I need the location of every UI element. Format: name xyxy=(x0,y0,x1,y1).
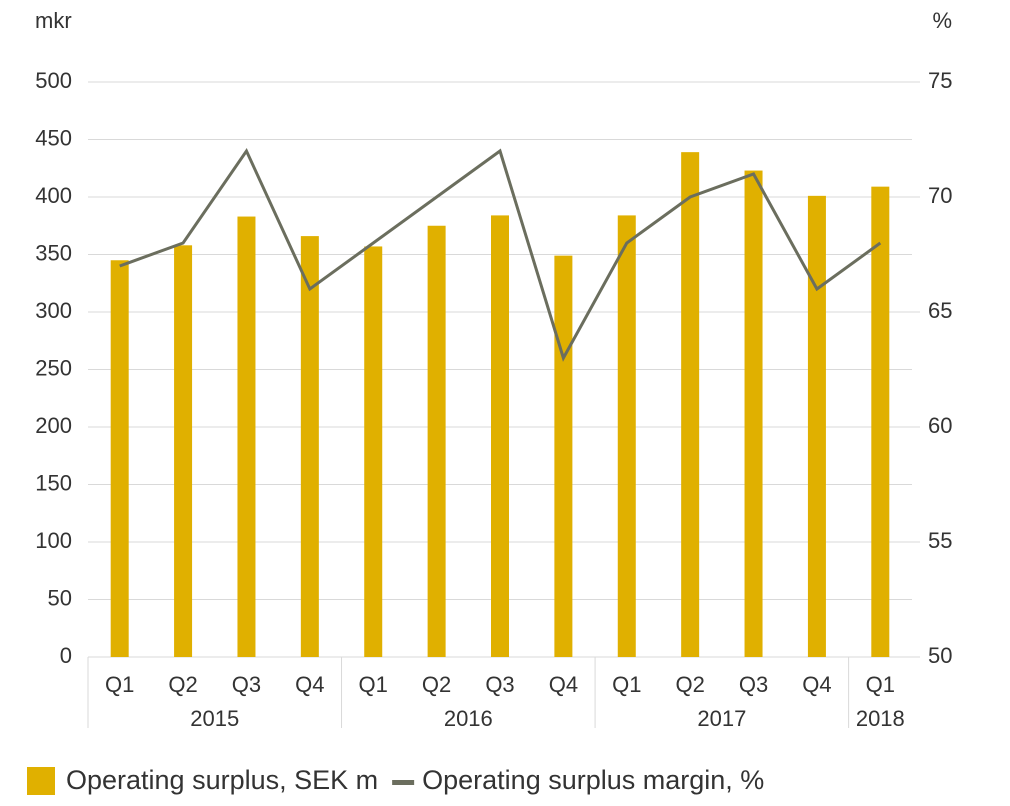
x-tick-label: Q2 xyxy=(675,672,704,697)
y2-tick-label: 50 xyxy=(928,643,952,668)
x-tick-label: Q4 xyxy=(549,672,578,697)
y-unit: mkr xyxy=(35,8,72,33)
x-tick-label: Q3 xyxy=(232,672,261,697)
bar xyxy=(744,170,763,658)
y-tick-label: 300 xyxy=(35,298,72,323)
x-tick-label: Q3 xyxy=(485,672,514,697)
x-tick-label: Q1 xyxy=(359,672,388,697)
y2-tick-label: 75 xyxy=(928,68,952,93)
x-tick-label: Q2 xyxy=(168,672,197,697)
y-tick-label: 500 xyxy=(35,68,72,93)
bar xyxy=(807,195,826,657)
legend-swatch xyxy=(392,780,415,785)
bar xyxy=(554,255,573,657)
bar xyxy=(174,245,193,658)
y-tick-label: 100 xyxy=(35,528,72,553)
bar xyxy=(237,216,256,658)
bar xyxy=(681,152,700,657)
x-tick-label: Q1 xyxy=(866,672,895,697)
y2-unit: % xyxy=(932,8,952,33)
x-tick-label: Q1 xyxy=(612,672,641,697)
bar xyxy=(617,215,636,657)
legend-label: Operating surplus, SEK m xyxy=(66,765,378,795)
bar xyxy=(491,215,509,657)
bar xyxy=(300,236,319,657)
y2-tick-label: 70 xyxy=(928,183,952,208)
bar xyxy=(427,225,446,657)
bar xyxy=(871,186,890,657)
x-group-label: 2017 xyxy=(697,706,746,731)
y-tick-label: 0 xyxy=(60,643,72,668)
legend-label: Operating surplus margin, % xyxy=(422,765,764,795)
bar xyxy=(364,246,383,657)
y2-tick-label: 65 xyxy=(928,298,952,323)
y-tick-label: 150 xyxy=(35,470,72,495)
x-tick-label: Q2 xyxy=(422,672,451,697)
x-tick-label: Q4 xyxy=(802,672,831,697)
x-group-label: 2016 xyxy=(444,706,493,731)
x-tick-label: Q3 xyxy=(739,672,768,697)
x-group-label: 2018 xyxy=(856,706,905,731)
line xyxy=(119,147,882,362)
y2-tick-label: 60 xyxy=(928,413,952,438)
x-tick-label: Q1 xyxy=(105,672,134,697)
x-tick-label: Q4 xyxy=(295,672,324,697)
y-tick-label: 350 xyxy=(35,240,72,265)
x-group-label: 2015 xyxy=(190,706,239,731)
y-tick-label: 50 xyxy=(48,585,72,610)
y-tick-label: 450 xyxy=(35,125,72,150)
y-tick-label: 200 xyxy=(35,413,72,438)
legend-swatch xyxy=(27,767,55,795)
y-tick-label: 400 xyxy=(35,183,72,208)
y-tick-label: 250 xyxy=(35,355,72,380)
y2-tick-label: 55 xyxy=(928,528,952,553)
bar xyxy=(110,260,129,657)
